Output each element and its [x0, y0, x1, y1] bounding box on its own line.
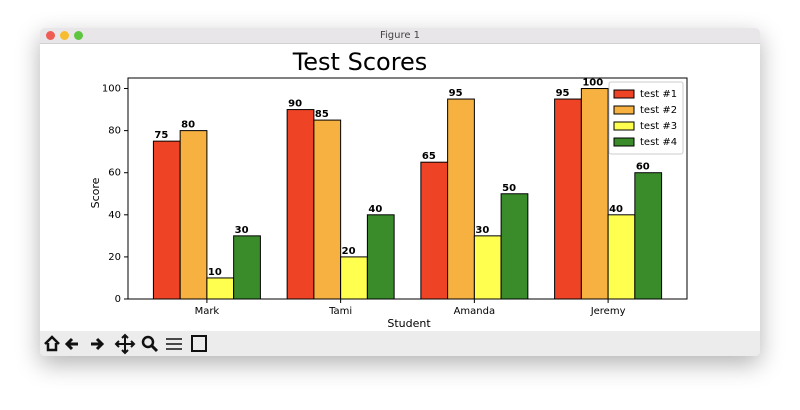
plot-frame — [127, 77, 688, 300]
bar — [554, 98, 582, 300]
configure-button[interactable] — [166, 338, 182, 350]
bar — [607, 214, 636, 300]
y-axis-label: Score — [89, 177, 102, 208]
chart-title: Test Scores — [292, 48, 428, 76]
toolbar-icons — [44, 333, 207, 355]
bar — [447, 98, 475, 300]
legend-swatch — [613, 105, 635, 115]
value-label: 10 — [208, 267, 222, 278]
pan-button[interactable] — [114, 333, 136, 355]
legend-swatch — [613, 89, 635, 99]
zoom-button[interactable] — [74, 31, 83, 40]
x-axis-label: Student — [387, 317, 431, 330]
x-tick-label: Amanda — [454, 306, 496, 317]
bar — [420, 161, 449, 300]
close-button[interactable] — [46, 31, 55, 40]
x-tick-label: Jeremy — [590, 306, 626, 317]
minimize-button[interactable] — [60, 31, 69, 40]
legend-swatch — [613, 137, 635, 147]
bar — [313, 119, 342, 300]
value-label: 30 — [235, 225, 249, 236]
x-tick-label: Mark — [195, 306, 220, 317]
value-label: 20 — [342, 246, 356, 257]
bar — [152, 140, 181, 300]
bar — [179, 130, 208, 300]
y-tick-label: 80 — [108, 126, 121, 137]
back-button[interactable] — [64, 337, 78, 351]
bar — [233, 235, 261, 300]
home-button[interactable] — [44, 335, 60, 352]
y-tick-label: 40 — [108, 210, 121, 221]
legend-label: test #3 — [640, 121, 677, 132]
window: Figure 1 Test Scores Student Score 75 90 6… — [40, 28, 760, 356]
value-label: 60 — [636, 162, 650, 173]
value-label: 85 — [315, 109, 329, 120]
bar — [473, 235, 502, 300]
forward-button[interactable] — [91, 337, 105, 351]
value-label: 40 — [609, 204, 623, 215]
bar — [366, 214, 395, 300]
chart: Test Scores Student Score 75 90 65 95 80 85 95… — [89, 48, 688, 330]
bar — [206, 277, 235, 300]
x-tick-label: Tami — [328, 306, 352, 317]
legend-swatch — [613, 121, 635, 131]
legend-box — [608, 81, 684, 155]
value-label: 80 — [181, 120, 195, 131]
bar — [580, 88, 609, 300]
value-label: 50 — [502, 183, 516, 194]
legend: test #1 test #2 test #3 test #4 — [608, 81, 684, 155]
bar — [286, 109, 315, 300]
value-label: 100 — [582, 78, 603, 89]
bar — [500, 193, 529, 300]
y-tick-label: 20 — [108, 252, 121, 263]
bar — [340, 256, 368, 300]
legend-label: test #4 — [640, 137, 677, 148]
legend-label: test #1 — [640, 89, 677, 100]
value-label: 65 — [422, 151, 436, 162]
legend-label: test #2 — [640, 105, 677, 116]
zoom-tool-button[interactable] — [141, 335, 159, 353]
value-label: 30 — [475, 225, 489, 236]
value-label: 95 — [556, 88, 570, 99]
save-button[interactable] — [191, 335, 207, 352]
toolbar — [40, 331, 760, 356]
y-tick-label: 0 — [115, 294, 121, 305]
value-label: 95 — [449, 88, 463, 99]
value-label: 75 — [154, 130, 168, 141]
window-title: Figure 1 — [379, 30, 421, 41]
value-label: 40 — [368, 204, 382, 215]
title-bar: Figure 1 — [40, 28, 760, 44]
value-label: 90 — [288, 99, 302, 110]
bar — [634, 172, 663, 300]
y-tick-label: 60 — [108, 168, 121, 179]
y-tick-label: 100 — [102, 84, 121, 95]
